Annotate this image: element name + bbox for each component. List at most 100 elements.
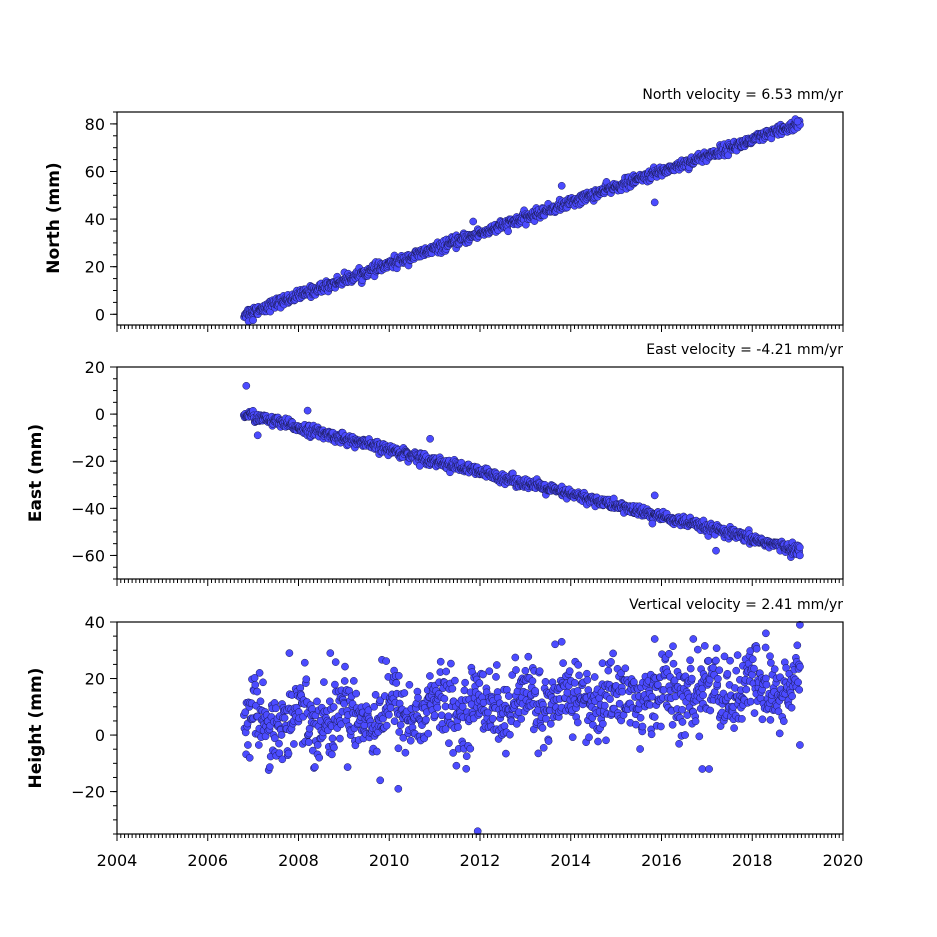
height-point <box>683 711 692 719</box>
height-point <box>341 662 349 671</box>
height-point <box>590 673 599 681</box>
height-point <box>787 703 796 712</box>
height-point <box>598 659 607 668</box>
height-point <box>788 692 796 701</box>
height-point <box>782 664 790 672</box>
height-point <box>475 679 484 687</box>
height-xtick-label: 2012 <box>460 851 501 870</box>
height-point <box>657 722 665 731</box>
height-point <box>484 708 492 717</box>
height-point <box>370 702 378 711</box>
height-point <box>441 725 450 733</box>
height-point <box>311 763 319 771</box>
height-point <box>583 676 592 684</box>
height-point <box>796 741 804 749</box>
height-ytick-label: 40 <box>85 613 105 632</box>
height-point <box>600 701 609 710</box>
height-point <box>506 730 514 739</box>
height-point <box>512 720 521 728</box>
height-point <box>542 714 550 723</box>
height-point <box>433 703 442 712</box>
height-point <box>742 685 751 694</box>
height-point <box>320 678 328 686</box>
height-point <box>675 739 683 748</box>
east-panel: East velocity = -4.21 mm/yr East (mm) −6… <box>26 342 844 586</box>
north-ylabel: North (mm) <box>44 162 64 273</box>
height-ytick-label: −20 <box>71 783 105 802</box>
height-point <box>648 692 656 701</box>
height-point <box>492 673 500 681</box>
east-point <box>650 491 659 500</box>
height-point <box>704 656 713 665</box>
north-point <box>650 198 659 207</box>
east-point <box>796 551 804 560</box>
height-point <box>436 657 445 666</box>
height-point <box>758 715 767 724</box>
east-point <box>303 406 312 415</box>
height-xticks: 2004 2006 2008 2010 2012 2014 2016 2018 2020 <box>97 834 864 870</box>
north-ytick-label: 60 <box>85 162 105 181</box>
east-yticks: −60 −40 −20 0 20 <box>71 358 117 580</box>
north-ytick-label: 40 <box>85 210 105 229</box>
height-point <box>454 723 462 731</box>
height-point <box>255 669 264 677</box>
height-point <box>440 694 449 703</box>
north-point <box>557 181 566 190</box>
height-point <box>568 733 577 742</box>
east-ytick-label: −60 <box>71 546 105 565</box>
height-point <box>512 666 520 674</box>
height-point <box>730 724 738 732</box>
height-point <box>444 712 453 721</box>
east-ytick-label: −20 <box>71 452 105 471</box>
height-point <box>458 702 467 711</box>
height-point <box>665 649 673 658</box>
height-point <box>546 720 555 728</box>
north-point <box>504 227 512 236</box>
height-point <box>331 680 339 689</box>
height-point <box>750 664 758 673</box>
height-point <box>699 691 707 700</box>
height-point <box>492 661 501 669</box>
height-xtick-label: 2004 <box>97 851 138 870</box>
height-points <box>240 620 804 836</box>
height-point <box>565 667 574 675</box>
height-xtick-label: 2010 <box>369 851 410 870</box>
height-point <box>275 739 283 748</box>
height-point <box>473 827 482 836</box>
height-point <box>712 656 720 665</box>
height-point <box>313 697 321 706</box>
height-ylabel: Height (mm) <box>26 668 46 789</box>
height-point <box>606 695 614 703</box>
east-point <box>795 543 804 552</box>
height-point <box>313 741 322 749</box>
height-point <box>241 708 250 717</box>
height-point <box>447 659 455 668</box>
height-point <box>251 680 260 689</box>
height-point <box>691 717 700 726</box>
height-xtick-label: 2020 <box>823 851 864 870</box>
east-point <box>242 381 251 390</box>
height-point <box>422 715 430 724</box>
height-point <box>426 672 434 680</box>
height-point <box>779 717 788 726</box>
height-point <box>570 679 579 687</box>
height-point <box>394 784 403 793</box>
height-point <box>670 676 679 685</box>
north-frame <box>116 111 844 326</box>
height-point <box>390 717 399 726</box>
height-point <box>394 671 403 680</box>
height-point <box>330 743 338 752</box>
height-point <box>698 765 707 773</box>
height-point <box>406 736 415 745</box>
east-point <box>648 519 657 528</box>
height-point <box>337 720 345 729</box>
height-point <box>336 734 344 743</box>
height-point <box>714 674 722 683</box>
height-point <box>352 689 361 698</box>
height-point <box>265 763 274 771</box>
height-point <box>277 731 286 739</box>
height-point <box>511 653 520 662</box>
height-point <box>259 678 267 687</box>
height-point <box>364 706 373 715</box>
height-point <box>796 620 804 629</box>
